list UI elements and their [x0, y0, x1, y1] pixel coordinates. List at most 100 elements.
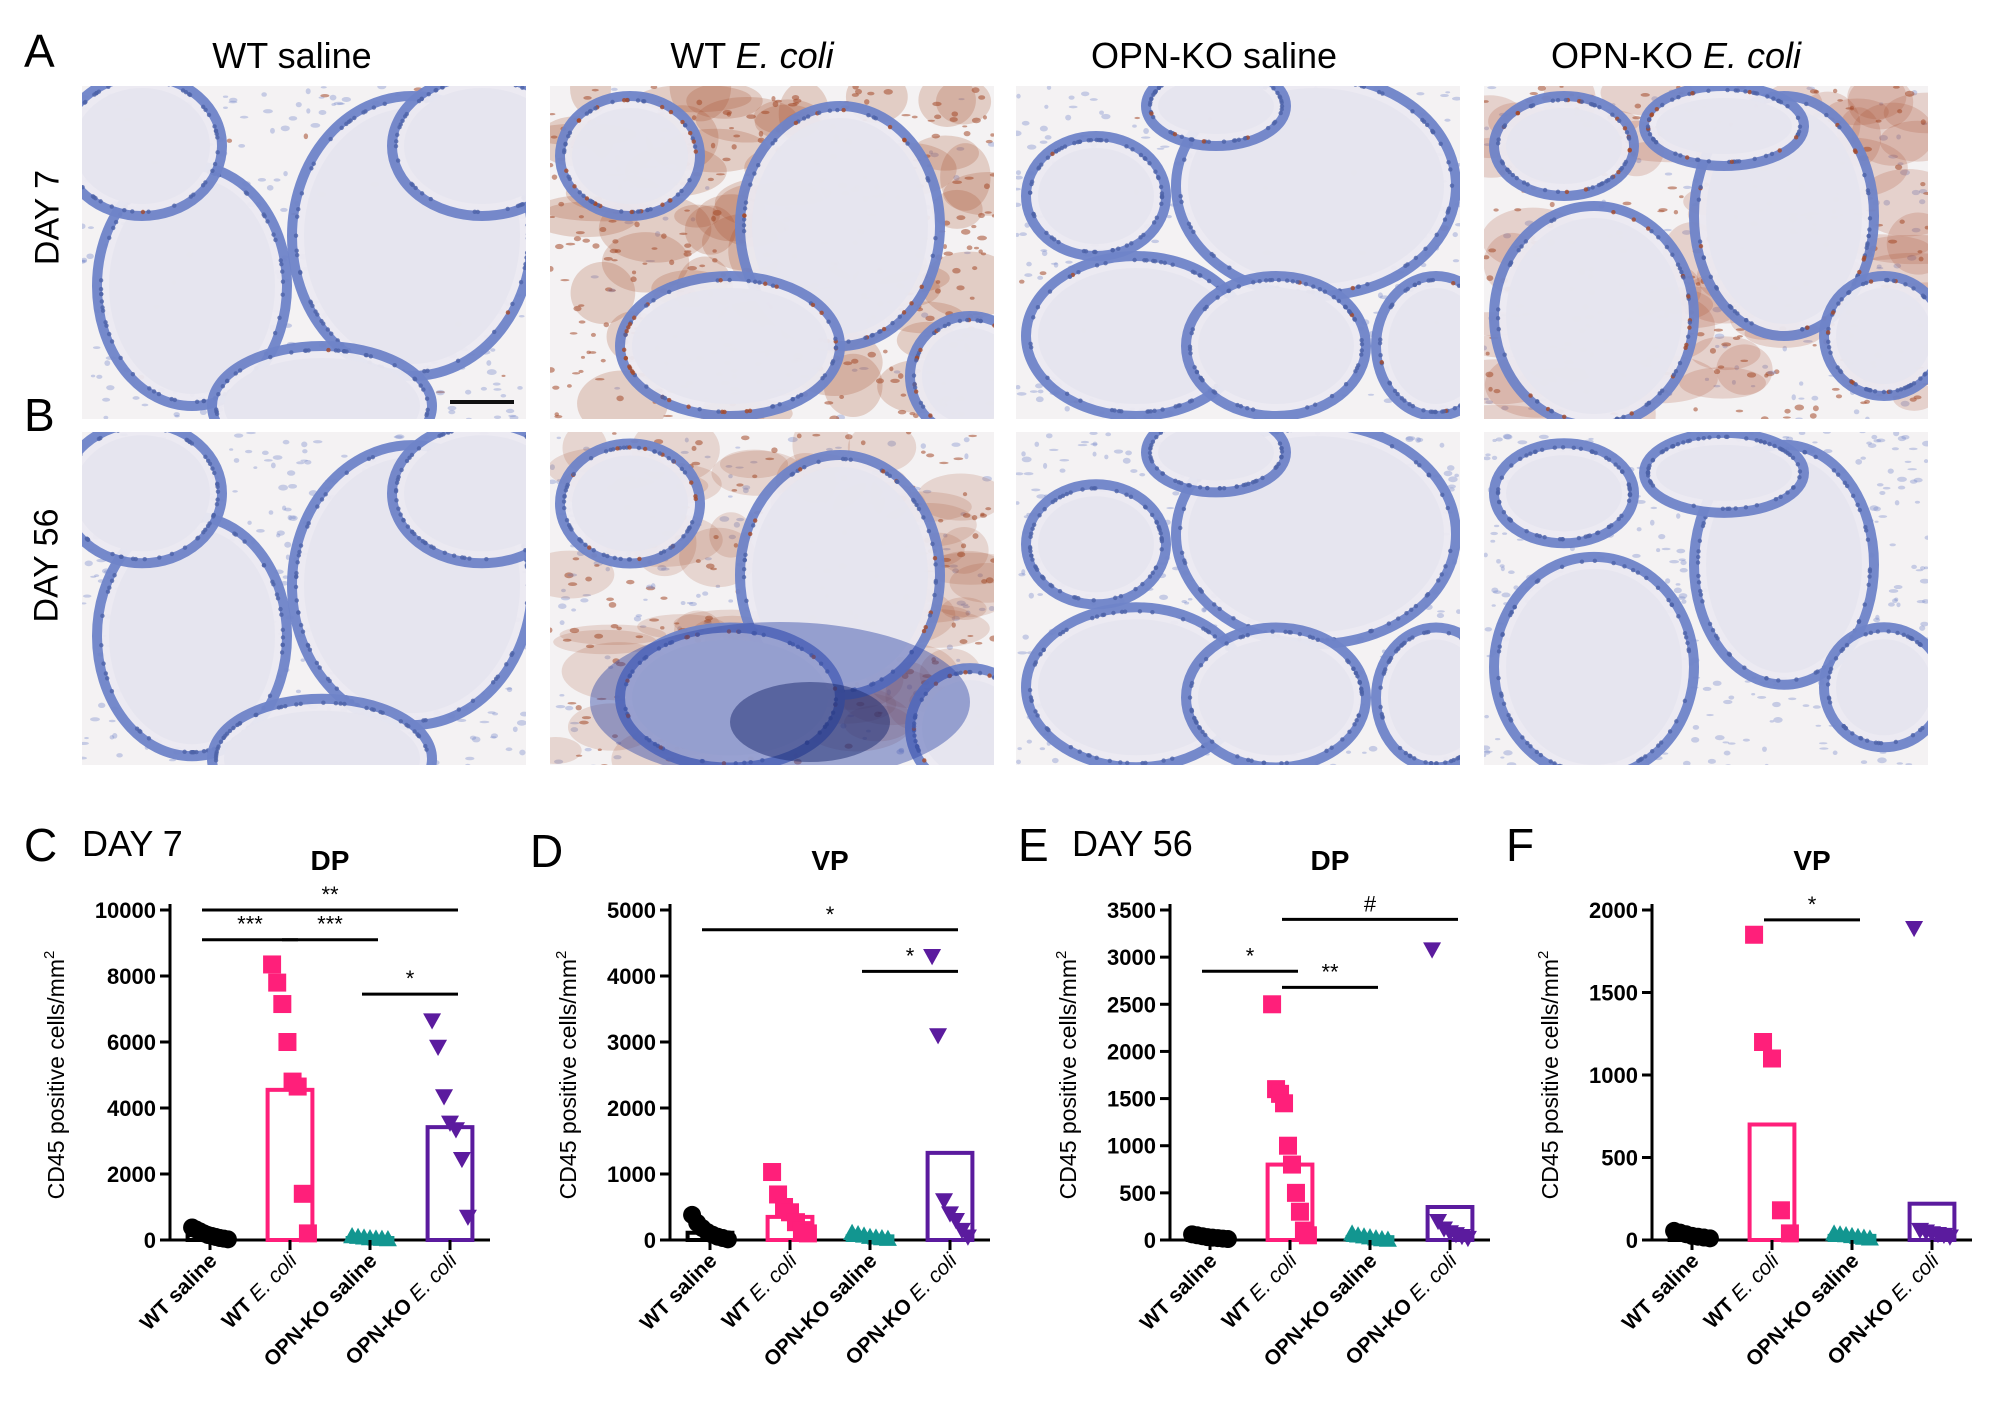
y-tick-label: 2000	[1107, 1039, 1156, 1064]
micrograph-day7-wt-saline	[82, 86, 526, 419]
bar-1	[1747, 1122, 1797, 1242]
data-point	[1780, 1224, 1799, 1243]
x-tick-label: WT saline	[136, 1249, 222, 1335]
data-point	[1286, 1183, 1305, 1202]
column-title-opnko-saline: OPN-KO saline	[1090, 35, 1338, 76]
data-point	[1282, 1155, 1301, 1174]
chart-title: VP	[1793, 845, 1830, 876]
data-point	[1700, 1229, 1719, 1248]
column-title-opnko-ecoli: OPN-KO E. coli	[1550, 35, 1802, 76]
data-point	[446, 1122, 465, 1139]
y-tick-label: 4000	[607, 964, 656, 989]
chart-d-day7-vp: VP 0 1000 2000 3000 4000 5000 CD45 positive cel…	[553, 845, 990, 1371]
data-point	[378, 1230, 397, 1247]
y-tick-label: 6000	[107, 1030, 156, 1055]
significance-label: *	[906, 943, 915, 968]
y-tick-label: 1000	[607, 1162, 656, 1187]
bar-1	[265, 1087, 315, 1242]
chart-day-label-c: DAY 7	[82, 823, 183, 864]
column-title-wt-ecoli: WT E. coli	[670, 35, 834, 76]
x-tick-label: WT E. coli	[718, 1248, 803, 1333]
y-axis-label: CD45 positive cells/mm2	[1053, 951, 1081, 1200]
data-point	[293, 1184, 312, 1203]
data-point	[263, 955, 282, 974]
data-point	[298, 1224, 317, 1243]
significance-label: **	[321, 882, 339, 907]
significance-label: ***	[317, 912, 343, 937]
y-tick-label: 500	[1119, 1181, 1156, 1206]
significance-label: ***	[237, 912, 263, 937]
y-tick-label: 2500	[1107, 992, 1156, 1017]
data-point	[1423, 942, 1442, 959]
data-point	[935, 1193, 954, 1210]
data-point	[929, 1028, 948, 1045]
x-tick-label: WT E. coli	[1700, 1248, 1785, 1333]
data-point	[273, 995, 292, 1014]
data-point	[923, 949, 942, 966]
x-tick-label: WT saline	[636, 1249, 722, 1335]
data-point	[429, 1039, 448, 1056]
y-tick-label: 5000	[607, 898, 656, 923]
y-tick-label: 0	[1626, 1228, 1638, 1253]
y-tick-label: 2000	[607, 1096, 656, 1121]
data-point	[1378, 1230, 1397, 1247]
data-point	[798, 1224, 817, 1243]
chart-c-day7-dp: DP 0 2000 4000 6000 8000 10000 CD45 positive ce…	[41, 845, 490, 1371]
significance-label: *	[1246, 943, 1255, 968]
row-label-day56: DAY 56	[27, 508, 66, 623]
y-tick-label: 1500	[1107, 1087, 1156, 1112]
micrograph-day7-wt-ecoli	[550, 86, 994, 419]
micrograph-day56-opnko-ecoli	[1484, 432, 1928, 765]
micrograph-day7-opnko-ecoli	[1484, 86, 1928, 419]
data-point	[1218, 1230, 1237, 1249]
data-point	[1290, 1202, 1309, 1221]
data-point	[278, 1033, 297, 1051]
bar-3	[425, 1125, 475, 1243]
chart-title: DP	[1311, 845, 1350, 876]
y-tick-label: 3000	[607, 1030, 656, 1055]
y-tick-label: 0	[144, 1228, 156, 1253]
panel-letter-d: D	[530, 825, 564, 877]
data-point	[1275, 1094, 1294, 1113]
y-tick-label: 3000	[1107, 945, 1156, 970]
data-point	[946, 1213, 965, 1230]
data-point	[423, 1013, 442, 1030]
y-tick-label: 2000	[1589, 898, 1638, 923]
panel-letter-c: C	[24, 819, 58, 871]
y-tick-label: 0	[644, 1228, 656, 1253]
significance-label: *	[406, 966, 415, 991]
y-tick-label: 1500	[1589, 981, 1638, 1006]
data-point	[288, 1077, 307, 1096]
data-point	[1298, 1226, 1317, 1245]
y-axis-label: CD45 positive cells/mm2	[41, 951, 69, 1200]
data-point	[1458, 1230, 1477, 1248]
data-point	[435, 1089, 454, 1106]
chart-title: DP	[311, 845, 350, 876]
y-tick-label: 500	[1601, 1146, 1638, 1171]
y-tick-label: 2000	[107, 1162, 156, 1187]
scale-bar	[450, 400, 514, 404]
x-tick-label: WT E. coli	[218, 1248, 303, 1333]
y-tick-label: 8000	[107, 964, 156, 989]
significance-label: *	[826, 902, 835, 927]
data-point	[458, 1209, 477, 1226]
panel-letter-f: F	[1506, 819, 1535, 871]
chart-title: VP	[811, 845, 848, 876]
data-point	[878, 1229, 897, 1246]
chart-e-day56-dp: DP 0 500 1000 1500 2000 2500 3000 3500 CD45 posit…	[1053, 845, 1490, 1371]
y-tick-label: 1000	[1589, 1063, 1638, 1088]
x-tick-label: WT saline	[1618, 1249, 1704, 1335]
data-point	[763, 1163, 782, 1182]
data-point	[1771, 1201, 1790, 1220]
data-point	[1905, 920, 1924, 938]
data-point	[1860, 1229, 1879, 1246]
data-point	[958, 1229, 977, 1246]
data-point	[1745, 925, 1764, 944]
chart-f-day56-vp: VP 0 500 1000 1500 2000 CD45 positive cells/mm…	[1535, 845, 1972, 1371]
data-point	[1763, 1049, 1781, 1068]
panel-letter-b: B	[24, 389, 55, 441]
data-point	[452, 1151, 471, 1169]
micrograph-day56-opnko-saline	[1016, 432, 1460, 765]
chart-day-label-e: DAY 56	[1072, 823, 1193, 864]
significance-label: #	[1364, 891, 1377, 916]
